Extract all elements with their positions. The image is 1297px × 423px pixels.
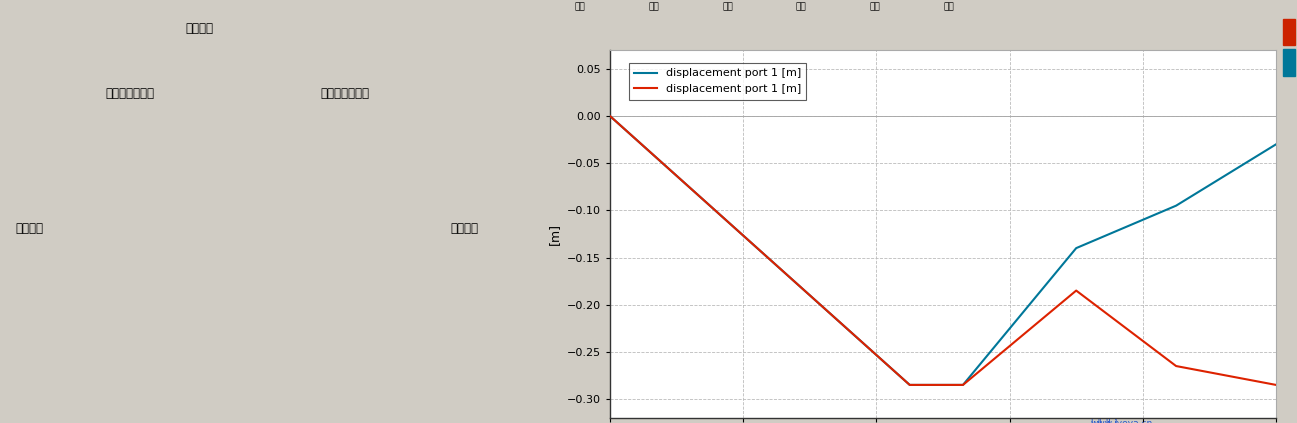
Text: 编辑: 编辑	[648, 2, 659, 11]
Text: 设置: 设置	[869, 2, 881, 11]
Text: 文件: 文件	[575, 2, 585, 11]
Y-axis label: [m]: [m]	[549, 223, 562, 245]
displacement port 1 [m]	[1268, 142, 1284, 147]
displacement port 1 [m]	[602, 113, 617, 118]
Text: 入口容积: 入口容积	[185, 22, 213, 35]
displacement port 1 [m]	[901, 382, 917, 387]
Text: 左腔容积: 左腔容积	[16, 222, 43, 234]
Text: 视图: 视图	[722, 2, 733, 11]
displacement port 1 [m]	[1069, 246, 1084, 251]
Text: 右侧固定节流孔: 右侧固定节流孔	[320, 86, 370, 99]
displacement port 1 [m]	[1169, 203, 1184, 208]
Bar	[1283, 19, 1296, 45]
displacement port 1 [m]	[1268, 382, 1284, 387]
displacement port 1 [m]	[901, 382, 917, 387]
Legend: displacement port 1 [m], displacement port 1 [m]: displacement port 1 [m], displacement po…	[629, 63, 807, 99]
Text: 右腔容积: 右腔容积	[450, 222, 479, 234]
Text: www.jyeya.cn: www.jyeya.cn	[1091, 418, 1153, 423]
displacement port 1 [m]	[1069, 288, 1084, 293]
displacement port 1 [m]	[1169, 363, 1184, 368]
displacement port 1 [m]	[602, 113, 617, 118]
Line: displacement port 1 [m]: displacement port 1 [m]	[610, 116, 1276, 385]
Bar	[1283, 49, 1296, 76]
displacement port 1 [m]	[955, 382, 970, 387]
Text: 工具: 工具	[796, 2, 807, 11]
Text: 左侧固定节流孔: 左侧固定节流孔	[105, 86, 154, 99]
displacement port 1 [m]	[955, 382, 970, 387]
Text: 爱液压: 爱液压	[1091, 415, 1118, 423]
Text: 帮助: 帮助	[943, 2, 955, 11]
Line: displacement port 1 [m]: displacement port 1 [m]	[610, 116, 1276, 385]
